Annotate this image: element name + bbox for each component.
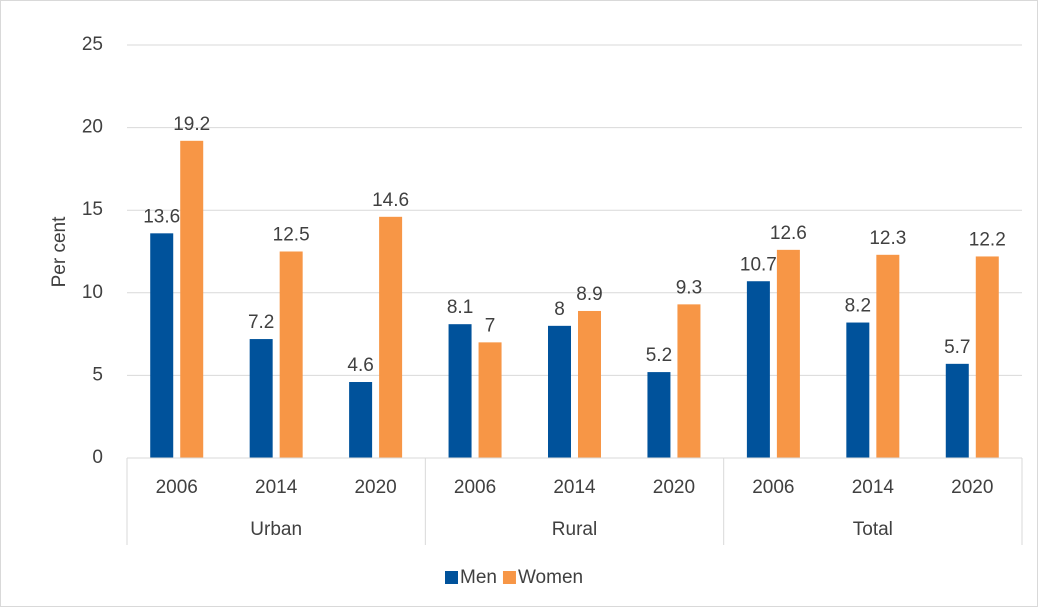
y-axis-label: Per cent [49, 216, 70, 287]
data-label: 14.6 [372, 190, 409, 211]
bar [478, 342, 502, 458]
bar [349, 382, 373, 458]
bar [945, 363, 969, 458]
bar [746, 281, 770, 458]
bar [548, 325, 571, 458]
data-label: 8 [554, 299, 565, 320]
bar [249, 339, 273, 458]
bar [279, 251, 303, 458]
group-label: Urban [250, 519, 302, 540]
data-label: 12.3 [869, 228, 906, 249]
data-label: 5.2 [646, 345, 672, 366]
data-label: 8.9 [576, 284, 602, 305]
bar [150, 233, 174, 458]
y-tick-label: 20 [82, 117, 103, 138]
data-label: 4.6 [347, 355, 373, 376]
y-tick-label: 10 [82, 282, 103, 303]
bar [876, 254, 900, 458]
bar [379, 216, 403, 458]
x-tick-label: 2014 [852, 477, 895, 498]
data-label: 10.7 [740, 254, 777, 275]
y-tick-label: 15 [82, 199, 103, 220]
bar [578, 310, 601, 458]
data-label: 7 [485, 315, 496, 336]
group-label: Total [853, 519, 893, 540]
x-tick-label: 2014 [255, 477, 298, 498]
bar [975, 256, 999, 458]
data-label: 12.2 [969, 229, 1006, 250]
x-tick-label: 2006 [156, 477, 198, 498]
x-tick-label: 2006 [752, 477, 794, 498]
legend-label: Men [460, 567, 497, 588]
legend-label: Women [518, 567, 583, 588]
bar [448, 324, 472, 458]
legend-swatch [445, 571, 458, 584]
data-label: 12.5 [273, 225, 310, 246]
legend-swatch [502, 571, 516, 584]
x-tick-label: 2020 [354, 477, 396, 498]
group-label: Rural [552, 519, 597, 540]
data-label: 7.2 [248, 312, 274, 333]
data-label: 19.2 [173, 114, 210, 135]
data-label: 8.2 [845, 296, 871, 317]
x-tick-label: 2014 [553, 477, 596, 498]
bar [180, 140, 204, 459]
bar [677, 304, 701, 458]
bar [776, 249, 800, 458]
bar [647, 372, 671, 458]
data-label: 8.1 [447, 297, 473, 318]
data-label: 5.7 [944, 337, 970, 358]
x-tick-label: 2020 [951, 477, 993, 498]
data-label: 12.6 [770, 223, 807, 244]
data-label: 9.3 [676, 277, 702, 298]
y-tick-label: 5 [92, 364, 103, 385]
data-label: 13.6 [143, 206, 180, 227]
bar [846, 322, 870, 458]
y-tick-label: 0 [92, 447, 103, 468]
x-tick-label: 2006 [454, 477, 496, 498]
x-tick-label: 2020 [653, 477, 695, 498]
y-tick-label: 25 [82, 34, 103, 55]
